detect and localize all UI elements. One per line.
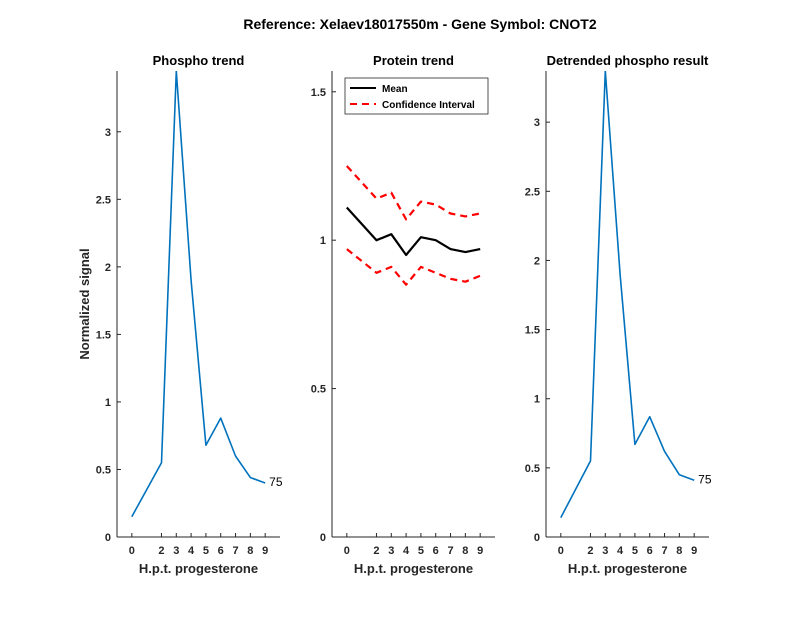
protein-y-tick-label: 1.5 — [311, 87, 326, 99]
protein-x-tick-label: 3 — [388, 545, 394, 557]
protein-x-label: H.p.t. progesterone — [354, 561, 473, 576]
protein-x-tick-label: 0 — [344, 545, 350, 557]
protein-y-tick-label: 0 — [320, 532, 326, 544]
detrended-title: Detrended phospho result — [547, 53, 709, 68]
protein-x-tick-label: 8 — [462, 545, 468, 557]
phospho-x-tick-label: 6 — [218, 545, 224, 557]
phospho-x-tick-label: 7 — [232, 545, 238, 557]
phospho-y-tick-label: 3 — [105, 127, 111, 139]
protein-x-tick-label: 7 — [447, 545, 453, 557]
phospho-y-tick-label: 2.5 — [96, 194, 111, 206]
protein-legend: Mean Confidence Interval — [344, 77, 489, 115]
phospho-x-label: H.p.t. progesterone — [139, 561, 258, 576]
protein-x-tick-label: 9 — [477, 545, 483, 557]
phospho-x-tick-label: 3 — [173, 545, 179, 557]
ci-upper-line — [345, 165, 481, 221]
legend-mean-label: Mean — [382, 84, 408, 95]
protein-x-tick-label: 5 — [418, 545, 424, 557]
detrended-x-tick-label: 5 — [632, 545, 638, 557]
legend-box — [344, 77, 489, 115]
legend-ci-label: Confidence Interval — [382, 100, 475, 111]
protein-x-tick-label: 6 — [433, 545, 439, 557]
phospho-x-tick-label: 2 — [158, 545, 164, 557]
detrended-x-tick-label: 7 — [661, 545, 667, 557]
protein-y-tick-label: 0.5 — [311, 384, 326, 396]
detrended-x-tick-label: 0 — [558, 545, 564, 557]
protein-y-tick-label: 1 — [320, 235, 326, 247]
phospho-y-tick-label: 1.5 — [96, 329, 111, 341]
phospho-y-tick-label: 1 — [105, 397, 111, 409]
detrended-x-tick-label: 3 — [602, 545, 608, 557]
detrended-y-tick-label: 1.5 — [525, 325, 540, 337]
figure-title: Reference: Xelaev18017550m - Gene Symbol… — [243, 16, 596, 32]
protein-title: Protein trend — [373, 53, 454, 68]
phospho-x-tick-label: 4 — [188, 545, 195, 557]
phospho-y-tick-label: 0.5 — [96, 464, 111, 476]
detrended-annotation: 75 — [698, 472, 712, 486]
ci-lower-line — [346, 248, 481, 286]
phospho-line — [131, 71, 266, 518]
phospho-x-tick-label: 0 — [129, 545, 135, 557]
detrended-x-label: H.p.t. progesterone — [568, 561, 687, 576]
phospho-x-tick-label: 8 — [247, 545, 253, 557]
phospho-y-label: Normalized signal — [77, 248, 92, 359]
detrended-x-tick-label: 9 — [691, 545, 697, 557]
detrended-x-tick-label: 8 — [676, 545, 682, 557]
phospho-x-tick-label: 9 — [262, 545, 268, 557]
phospho-annotation: 75 — [269, 475, 283, 489]
detrended-y-tick-label: 2.5 — [525, 186, 540, 198]
detrended-x-tick-label: 4 — [617, 545, 624, 557]
detrended-y-tick-label: 1 — [534, 394, 540, 406]
detrended-y-tick-label: 0 — [534, 532, 540, 544]
mean-line — [345, 206, 481, 257]
protein-trend-panel: 0 2 3 4 5 6 7 8 9 0 0.5 1 1.5 Protein trend H.p.t. pro… — [311, 53, 495, 576]
protein-x-tick-label: 4 — [403, 545, 410, 557]
detrended-y-tick-label: 3 — [534, 117, 540, 129]
detrended-y-tick-label: 2 — [534, 255, 540, 267]
detrended-x-tick-label: 2 — [587, 545, 593, 557]
detrended-x-tick-label: 6 — [647, 545, 653, 557]
phospho-title: Phospho trend — [153, 53, 245, 68]
detrended-y-tick-label: 0.5 — [525, 463, 540, 475]
phospho-y-tick-label: 0 — [105, 532, 111, 544]
phospho-y-tick-label: 2 — [105, 262, 111, 274]
protein-x-tick-label: 2 — [373, 545, 379, 557]
phospho-x-tick-label: 5 — [203, 545, 209, 557]
detrended-line — [560, 71, 695, 518]
